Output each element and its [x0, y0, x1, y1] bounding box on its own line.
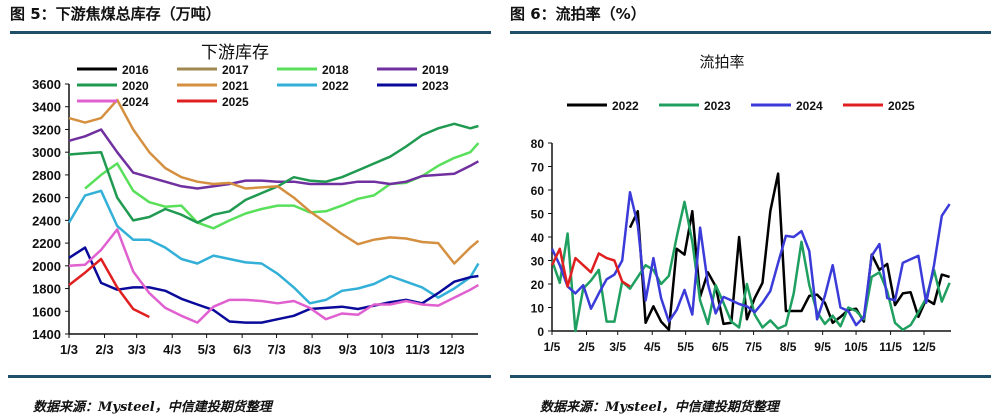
- x-tick-label: 9/5: [814, 340, 831, 354]
- y-tick-label: 80: [531, 137, 545, 151]
- legend-label-2021: 2021: [222, 79, 249, 93]
- legend-label-2022: 2022: [322, 79, 349, 93]
- y-tick-label: 3200: [32, 122, 61, 137]
- left-top-rule: [10, 31, 491, 34]
- legend-label-2020: 2020: [122, 79, 149, 93]
- legend-label-2024: 2024: [796, 99, 823, 113]
- legend-label-2025: 2025: [222, 95, 249, 109]
- legend-label-2023: 2023: [704, 99, 731, 113]
- series-line-2019: [68, 128, 480, 190]
- y-tick-label: 3400: [32, 100, 61, 115]
- x-tick-label: 1/5: [544, 340, 561, 354]
- legend-label-2023: 2023: [422, 79, 449, 93]
- legend-label-2018: 2018: [322, 63, 349, 77]
- x-tick-label: 11/3: [405, 342, 430, 357]
- x-tick-label: 5/3: [198, 342, 216, 357]
- y-tick-label: 20: [531, 278, 545, 292]
- right-top-rule: [510, 31, 991, 34]
- y-tick-label: 2600: [32, 191, 61, 206]
- series-line-2018: [84, 142, 480, 230]
- y-tick-label: 2200: [32, 236, 61, 251]
- legend-label-2024: 2024: [122, 95, 149, 109]
- y-tick-label: 1600: [32, 304, 61, 319]
- x-tick-label: 7/5: [745, 340, 762, 354]
- y-tick-label: 1400: [32, 327, 61, 342]
- x-tick-label: 6/5: [712, 340, 729, 354]
- series-line-2023: [550, 200, 951, 333]
- y-tick-label: 3000: [32, 145, 61, 160]
- y-tick-label: 70: [531, 161, 545, 175]
- x-tick-label: 12/3: [439, 342, 464, 357]
- legend-label-2016: 2016: [122, 63, 149, 77]
- y-tick-label: 0: [537, 325, 544, 339]
- x-tick-label: 9/3: [339, 342, 357, 357]
- y-tick-label: 2000: [32, 259, 61, 274]
- series-line-2020: [68, 122, 479, 224]
- legend-label-2025: 2025: [888, 99, 915, 113]
- y-tick-label: 10: [531, 302, 545, 316]
- auction-failure-rate-chart: 流拍率 0 10 20 30 40 50 60 70 80 1/5 2/5 3/5 4/5 5/5 6/5 7/…: [531, 54, 951, 354]
- x-tick-label: 6/3: [233, 342, 251, 357]
- chart-title: 下游库存: [201, 43, 269, 62]
- x-tick-label: 1/3: [60, 342, 78, 357]
- left-figure-caption: 图 5：下游焦煤总库存（万吨）: [10, 5, 221, 23]
- x-tick-label: 8/5: [780, 340, 797, 354]
- x-tick-label: 2/3: [96, 342, 114, 357]
- y-tick-label: 30: [531, 255, 545, 269]
- series-line-2022: [67, 189, 480, 305]
- x-tick-label: 12/5: [912, 340, 936, 354]
- x-tick-label: 8/3: [303, 342, 321, 357]
- x-tick-label: 10/3: [369, 342, 394, 357]
- x-tick-label: 5/5: [677, 340, 694, 354]
- y-tick-label: 60: [531, 184, 545, 198]
- legend-label-2017: 2017: [222, 63, 249, 77]
- legend-label-2019: 2019: [422, 63, 449, 77]
- x-tick-label: 3/5: [609, 340, 626, 354]
- x-tick-label: 4/3: [163, 342, 181, 357]
- chart-title: 流拍率: [699, 54, 744, 71]
- y-tick-label: 2400: [32, 213, 61, 228]
- left-bottom-rule: [8, 375, 491, 378]
- y-tick-label: 2800: [32, 168, 61, 183]
- series-line-2025: [68, 257, 150, 319]
- x-tick-label: 10/5: [844, 340, 868, 354]
- x-tick-label: 3/3: [128, 342, 146, 357]
- right-bottom-rule: [510, 375, 991, 378]
- series-line-2024: [68, 228, 480, 324]
- y-tick-label: 3600: [32, 77, 61, 92]
- left-source-note: 数据来源：Mysteel，中信建投期货整理: [33, 400, 272, 415]
- y-tick-label: 50: [531, 208, 545, 222]
- y-tick-label: 40: [531, 231, 545, 245]
- x-tick-label: 4/5: [644, 340, 661, 354]
- y-tick-label: 1800: [32, 282, 61, 297]
- series-line-2025: [550, 247, 631, 288]
- legend-label-2022: 2022: [612, 99, 639, 113]
- x-tick-label: 2/5: [578, 340, 595, 354]
- inventory-line-chart: 下游库存 1400 1600 1800 2000 2200 2400 2600 2800 3000…: [32, 43, 480, 357]
- x-tick-label: 11/5: [879, 340, 902, 354]
- series-line-2021: [68, 98, 480, 265]
- x-tick-label: 7/3: [268, 342, 286, 357]
- right-source-note: 数据来源：Mysteel，中信建投期货整理: [540, 400, 779, 415]
- right-figure-caption: 图 6：流拍率（%）: [510, 5, 646, 23]
